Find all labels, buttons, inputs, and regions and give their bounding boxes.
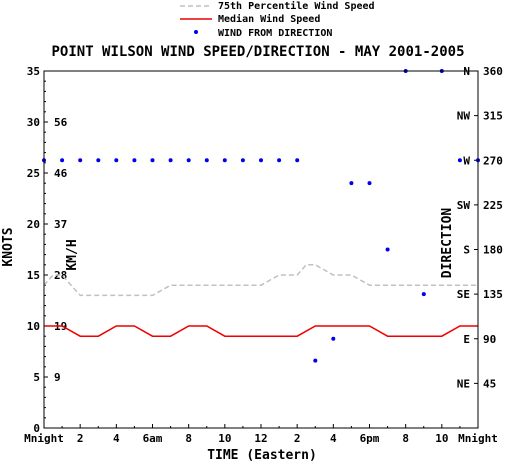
direction-point (457, 158, 462, 163)
compass-tick-label: E (463, 333, 470, 346)
knots-tick-label: 0 (33, 422, 40, 435)
direction-point (367, 181, 372, 186)
x-tick-label: 4 (330, 432, 337, 445)
legend: 75th Percentile Wind Speed Median Wind S… (180, 0, 375, 39)
direction-point (132, 158, 137, 163)
x-tick-label: 6am (143, 432, 163, 445)
compass-tick-label: NW (457, 110, 471, 123)
y-axis-label-kmh: KM/H (65, 239, 80, 270)
x-tick-label: 8 (185, 432, 192, 445)
y-axis-label-direction: DIRECTION (440, 208, 455, 279)
direction-tick-label: 315 (483, 110, 503, 123)
legend-label-median: Median Wind Speed (218, 13, 320, 25)
direction-point (150, 158, 155, 163)
direction-point (114, 158, 119, 163)
x-tick-label: 6pm (360, 432, 380, 445)
series-layer (42, 69, 480, 363)
kmh-tick-label: 9 (54, 371, 61, 384)
chart-title: POINT WILSON WIND SPEED/DIRECTION - MAY … (51, 44, 464, 60)
x-tick-label: 4 (113, 432, 120, 445)
direction-point (60, 158, 65, 163)
x-tick-label: Mnight (458, 432, 498, 445)
plot-frame (43, 70, 479, 429)
x-tick-label: 2 (77, 432, 84, 445)
direction-point (168, 158, 173, 163)
direction-point (240, 158, 245, 163)
direction-tick-label: 360 (483, 65, 503, 78)
x-tick-label: 12 (254, 432, 267, 445)
direction-point (259, 158, 263, 163)
series-line-median (44, 325, 478, 337)
legend-label-percentile: 75th Percentile Wind Speed (218, 0, 375, 12)
x-tick-label: Mnight (24, 432, 64, 445)
kmh-tick-label: 28 (54, 269, 67, 282)
direction-tick-label: 180 (483, 244, 503, 257)
x-tick-label: 10 (435, 432, 448, 445)
direction-point (331, 336, 336, 341)
direction-tick-label: 135 (483, 288, 503, 301)
legend-label-direction: WIND FROM DIRECTION (218, 28, 332, 39)
kmh-tick-label: 56 (54, 116, 68, 129)
knots-tick-label: 5 (33, 371, 40, 384)
knots-tick-label: 15 (27, 269, 40, 282)
direction-tick-label: 225 (483, 199, 503, 212)
direction-point (222, 158, 227, 163)
direction-point (313, 358, 318, 363)
compass-tick-label: SW (457, 199, 471, 212)
direction-point (349, 181, 354, 186)
compass-tick-label: NE (457, 377, 470, 390)
compass-tick-label: SE (457, 288, 470, 301)
direction-point (421, 292, 426, 297)
x-tick-label: 8 (402, 432, 409, 445)
direction-tick-label: 45 (483, 377, 496, 390)
x-tick-label: 2 (294, 432, 301, 445)
legend-swatch-direction (194, 30, 198, 34)
direction-point (277, 158, 282, 163)
knots-tick-label: 25 (27, 167, 40, 180)
direction-point (295, 158, 300, 163)
direction-point (204, 158, 209, 163)
kmh-tick-label: 46 (54, 167, 68, 180)
direction-point (96, 158, 101, 163)
direction-tick-label: 270 (483, 154, 503, 167)
compass-tick-label: W (463, 154, 470, 167)
series-line-percentile (43, 264, 478, 297)
knots-tick-label: 10 (27, 320, 40, 333)
x-axis-label: TIME (Eastern) (207, 448, 317, 463)
knots-tick-label: 30 (27, 116, 40, 129)
axis-tick-labels: Mnight 2 4 6am 8 10 12 2 4 6pm 8 10 Mnight0510152025… (24, 65, 503, 445)
x-tick-label: 10 (218, 432, 231, 445)
y-axis-label-knots: KNOTS (1, 227, 16, 266)
kmh-tick-label: 37 (54, 218, 67, 231)
direction-point (78, 158, 83, 163)
direction-tick-label: 90 (483, 333, 496, 346)
knots-tick-label: 20 (27, 218, 40, 231)
compass-tick-label: S (463, 244, 470, 257)
direction-point (186, 158, 191, 163)
knots-tick-label: 35 (27, 65, 40, 78)
direction-point (385, 247, 390, 252)
